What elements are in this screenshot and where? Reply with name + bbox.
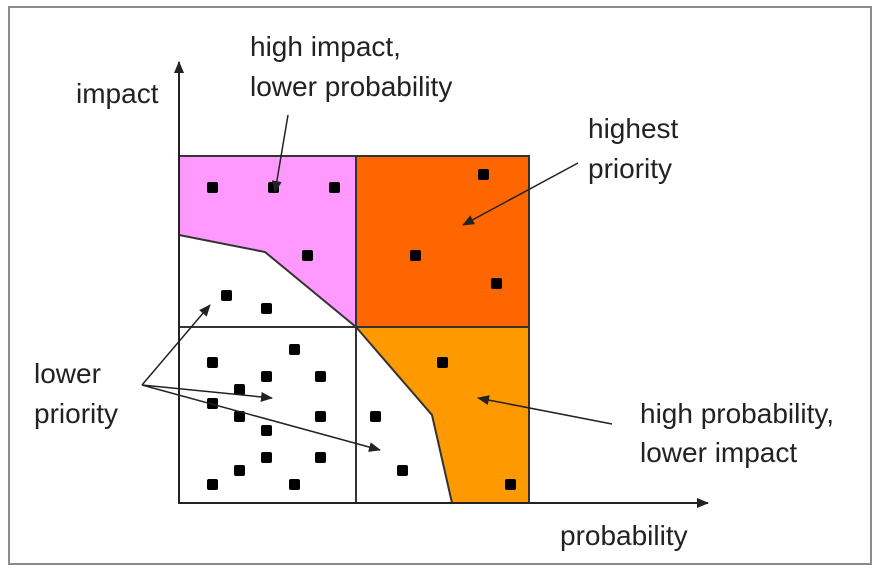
x-axis-label: probability bbox=[560, 520, 688, 551]
y-axis-label: impact bbox=[76, 78, 159, 109]
risk-dot bbox=[505, 479, 516, 490]
risk-dot bbox=[261, 303, 272, 314]
risk-dot bbox=[234, 411, 245, 422]
risk-dot bbox=[491, 278, 502, 289]
risk-dot bbox=[207, 479, 218, 490]
region-high-probability-lower-impact bbox=[356, 327, 529, 503]
label-highest-priority-line-1: highest bbox=[588, 113, 679, 144]
region-high-impact-lower-probability bbox=[179, 156, 356, 327]
risk-dot bbox=[261, 371, 272, 382]
risk-dot bbox=[329, 182, 340, 193]
risk-dot bbox=[234, 384, 245, 395]
risk-dot bbox=[302, 250, 313, 261]
callout-arrow-left-3 bbox=[141, 384, 381, 452]
risk-dot bbox=[289, 479, 300, 490]
risk-dot bbox=[478, 169, 489, 180]
risk-dot bbox=[268, 182, 279, 193]
risk-dot bbox=[234, 465, 245, 476]
label-high-probability-line-2: lower impact bbox=[640, 437, 797, 468]
risk-dot bbox=[261, 452, 272, 463]
risk-dot bbox=[315, 411, 326, 422]
label-lower-priority-line-2: priority bbox=[34, 398, 118, 429]
risk-dot bbox=[315, 371, 326, 382]
risk-dot bbox=[207, 357, 218, 368]
risk-dot bbox=[437, 357, 448, 368]
risk-dot bbox=[261, 425, 272, 436]
boundary-lower bbox=[355, 326, 453, 504]
callout-arrow-left-2 bbox=[141, 384, 273, 402]
label-high-impact-line-1: high impact, bbox=[250, 31, 401, 62]
risk-dot bbox=[221, 290, 232, 301]
risk-dot bbox=[370, 411, 381, 422]
risk-dot bbox=[207, 182, 218, 193]
label-high-impact-line-2: lower probability bbox=[250, 71, 452, 102]
label-highest-priority-line-2: priority bbox=[588, 153, 672, 184]
callout-arrow-bottom-right bbox=[477, 395, 613, 425]
boundary-upper bbox=[178, 234, 357, 328]
risk-dot bbox=[397, 465, 408, 476]
risk-dot bbox=[315, 452, 326, 463]
callout-arrow-top-left bbox=[271, 114, 289, 193]
risk-dot bbox=[289, 344, 300, 355]
callout-arrow-left-1 bbox=[141, 304, 211, 386]
risk-dot bbox=[410, 250, 421, 261]
region-highest-priority bbox=[356, 156, 529, 327]
label-high-probability-line-1: high probability, bbox=[640, 398, 834, 429]
label-lower-priority-line-1: lower bbox=[34, 358, 101, 389]
callout-arrow-top-right bbox=[462, 162, 579, 226]
